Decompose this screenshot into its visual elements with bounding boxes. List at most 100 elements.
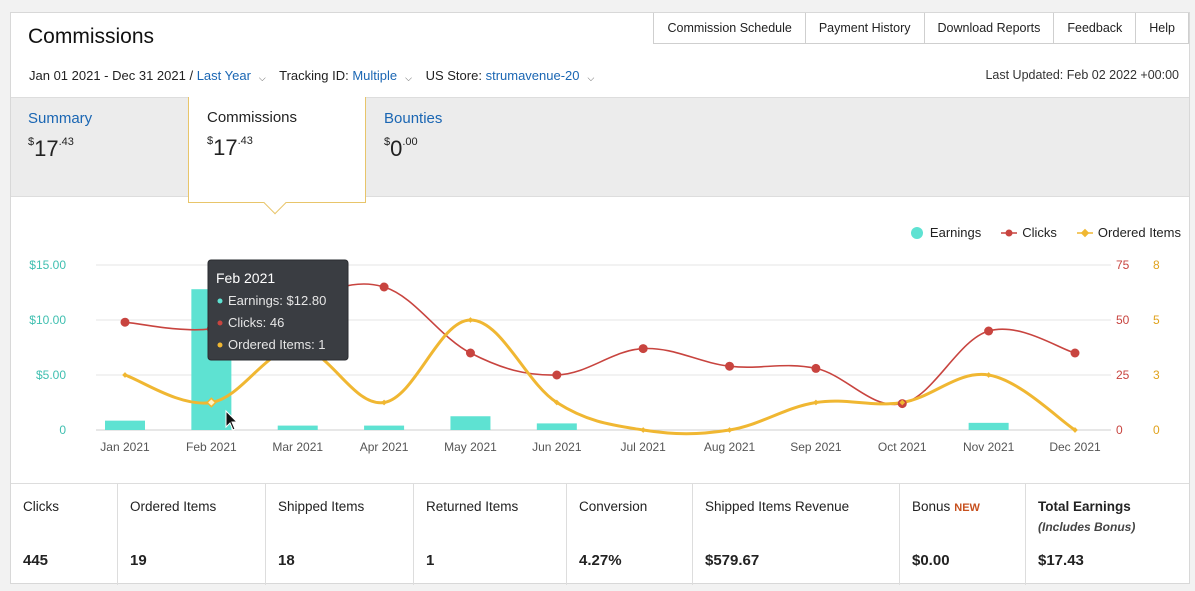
- chevron-down-icon[interactable]: ⌵: [258, 73, 266, 83]
- tooltip-title: Feb 2021: [216, 270, 275, 286]
- stat-value: 1: [426, 552, 435, 569]
- tooltip-bullet: [217, 298, 223, 304]
- clicks-point: [379, 282, 389, 292]
- stat-label: Returned Items: [426, 499, 519, 514]
- stat-value: 445: [23, 552, 49, 569]
- stat-label: Shipped Items Revenue: [705, 499, 850, 514]
- earnings-bar: [277, 425, 318, 430]
- x-tick-label: Sep 2021: [790, 440, 842, 454]
- stat-total-earnings: Total Earnings (Includes Bonus) $17.43: [1026, 484, 1189, 585]
- ordered-items-point: [381, 399, 387, 406]
- stat-value: 19: [130, 552, 147, 569]
- stat-label: Total Earnings: [1038, 499, 1131, 514]
- tooltip-line: Clicks: 46: [228, 315, 284, 330]
- y-left-tick-label: 0: [59, 423, 66, 437]
- stat-label: Bonus NEW: [912, 499, 980, 514]
- clicks-line-icon: [1001, 229, 1018, 236]
- x-tick-label: Jan 2021: [100, 440, 150, 454]
- stat-clicks: Clicks 445: [11, 484, 118, 585]
- tab-summary[interactable]: Summary $17.43: [28, 110, 92, 162]
- clicks-point: [120, 317, 130, 327]
- tooltip-line: Ordered Items: 1: [228, 337, 326, 352]
- filter-bar: Jan 01 2021 - Dec 31 2021 / Last Year ⌵ T…: [29, 68, 604, 83]
- summary-tabs: Summary $17.43 Commissions $17.43 Bounti…: [11, 97, 1189, 215]
- stat-label: Shipped Items: [278, 499, 365, 514]
- stat-value: $0.00: [912, 552, 950, 569]
- stats-row: Clicks 445 Ordered Items 19 Shipped Items 1…: [11, 483, 1189, 585]
- y-right2-tick-label: 3: [1153, 368, 1160, 382]
- y-right-tick-label: 0: [1116, 423, 1123, 437]
- clicks-point: [811, 363, 821, 373]
- tab-commissions[interactable]: Commissions $17.43: [188, 97, 366, 215]
- earnings-dot-icon: [910, 226, 923, 239]
- chevron-down-icon[interactable]: ⌵: [405, 73, 412, 83]
- stat-value: $17.43: [1038, 552, 1084, 569]
- stat-value: 4.27%: [579, 552, 622, 569]
- download-reports-button[interactable]: Download Reports: [923, 13, 1055, 44]
- ordered-items-point: [206, 397, 217, 408]
- tab-value: $17.43: [207, 135, 253, 160]
- x-tick-label: Dec 2021: [1049, 440, 1101, 454]
- top-nav: Commission Schedule Payment History Down…: [653, 13, 1189, 44]
- earnings-bar: [968, 422, 1009, 430]
- stat-conversion: Conversion 4.27%: [567, 484, 693, 585]
- x-tick-label: Feb 2021: [186, 440, 237, 454]
- store-dropdown[interactable]: strumavenue-20: [485, 68, 580, 83]
- ordered-items-point: [726, 427, 733, 433]
- stat-label: Clicks: [23, 499, 59, 514]
- y-right-tick-label: 25: [1116, 368, 1130, 382]
- chart-tooltip: [207, 259, 349, 361]
- stat-sublabel: (Includes Bonus): [1038, 520, 1136, 534]
- chart-canvas: $15.00 75 8 $10.00 50 5 $5.00 25 3 0 0 0 Jan 2021 Feb…: [29, 258, 1160, 454]
- stat-label: Ordered Items: [130, 499, 217, 514]
- earnings-bar: [536, 423, 577, 430]
- tab-value: $17.43: [28, 136, 74, 161]
- legend-label: Ordered Items: [1097, 225, 1181, 240]
- date-preset-dropdown[interactable]: Last Year: [196, 68, 251, 83]
- x-tick-label: Jun 2021: [532, 440, 582, 454]
- tab-label: Summary: [28, 110, 93, 127]
- ordered-line-icon: [1076, 228, 1093, 237]
- stat-ordered-items: Ordered Items 19: [118, 484, 266, 585]
- ordered-items-point: [1072, 427, 1078, 433]
- tab-label: Bounties: [384, 110, 443, 127]
- payment-history-button[interactable]: Payment History: [804, 13, 925, 44]
- y-right2-tick-label: 0: [1153, 423, 1160, 437]
- tooltip-bullet: [217, 342, 223, 348]
- y-right-tick-label: 75: [1116, 258, 1130, 272]
- clicks-point: [638, 344, 648, 354]
- tracking-id-dropdown[interactable]: Multiple: [352, 68, 398, 83]
- stat-shipped-items: Shipped Items 18: [266, 484, 414, 585]
- tab-value: $0.00: [384, 136, 418, 161]
- chart-legend: Earnings Clicks Ordered Items: [891, 225, 1181, 240]
- ordered-items-point: [813, 399, 819, 406]
- x-tick-label: Nov 2021: [963, 440, 1015, 454]
- legend-earnings[interactable]: Earnings: [910, 225, 981, 240]
- clicks-point: [552, 370, 562, 380]
- ordered-items-point: [899, 399, 906, 406]
- legend-ordered-items[interactable]: Ordered Items: [1076, 225, 1181, 240]
- tab-bounties[interactable]: Bounties $0.00: [384, 110, 442, 162]
- help-button[interactable]: Help: [1135, 13, 1189, 44]
- clicks-point: [984, 326, 994, 336]
- clicks-point: [465, 348, 475, 358]
- commissions-panel: Commissions Commission Schedule Payment …: [10, 12, 1190, 585]
- stat-returned-items: Returned Items 1: [414, 484, 567, 585]
- ordered-items-point: [985, 372, 992, 378]
- commission-schedule-button[interactable]: Commission Schedule: [653, 13, 806, 44]
- commissions-chart: Earnings Clicks Ordered Items $15.00 75 8 $…: [11, 199, 1189, 485]
- x-tick-label: Aug 2021: [704, 440, 756, 454]
- ordered-items-point: [122, 372, 128, 378]
- chevron-down-icon[interactable]: ⌵: [587, 73, 595, 83]
- x-tick-label: Apr 2021: [360, 440, 409, 454]
- legend-clicks[interactable]: Clicks: [1001, 225, 1057, 240]
- earnings-bar: [105, 420, 145, 430]
- page-title: Commissions: [28, 25, 155, 48]
- feedback-button[interactable]: Feedback: [1053, 13, 1137, 44]
- stat-shipped-revenue: Shipped Items Revenue $579.67: [693, 484, 900, 585]
- stat-label: Conversion: [579, 499, 648, 514]
- tracking-id-label: Tracking ID:: [279, 68, 349, 83]
- stat-value: 18: [278, 552, 295, 569]
- y-left-tick-label: $5.00: [36, 368, 66, 382]
- tab-label: Commissions: [207, 109, 298, 126]
